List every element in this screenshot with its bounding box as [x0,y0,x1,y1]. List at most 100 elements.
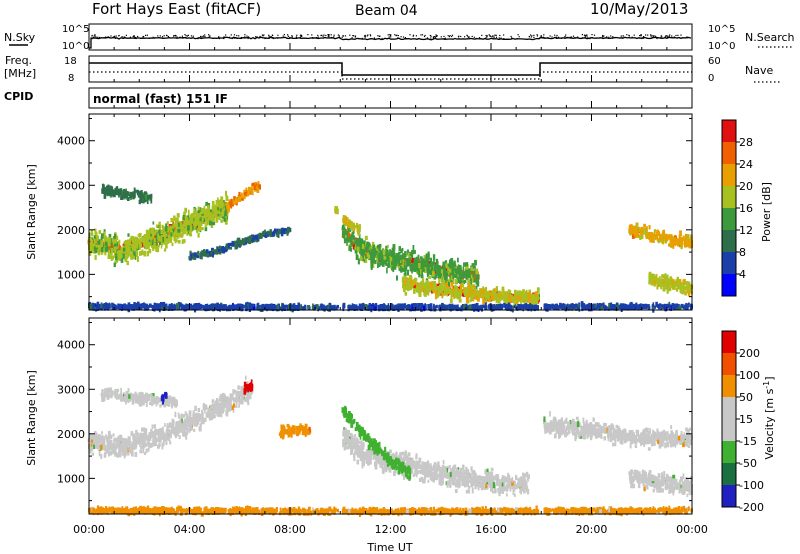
echo-cell [196,252,199,258]
nsearch-point [364,36,366,38]
echo-cell [130,194,132,199]
echo-cell [680,239,683,243]
nsearch-point [283,34,285,36]
echo-cell [387,244,389,248]
echo-cell [420,265,423,270]
nsearch-point [481,34,483,36]
echo-cell [358,244,361,249]
echo-cell [427,254,430,260]
echo-cell [523,293,526,298]
echo-cell [132,242,135,248]
echo-cell [414,263,417,269]
echo-cell [432,261,435,266]
echo-cell [654,278,657,284]
echo-cell [205,201,208,207]
echo-cell [116,242,118,247]
echo-cell [263,230,266,236]
echo-cell [198,225,202,232]
echo-cell [687,281,691,285]
echo-cell [438,278,440,284]
nsearch-point [277,34,279,36]
nsearch-point [423,35,426,38]
nsearch-point [549,35,551,37]
echo-cell [406,261,409,267]
echo-cell [209,209,212,213]
echo-cell [225,205,227,210]
echo-cell [224,210,227,217]
echo-cell [496,304,498,308]
echo-cell [156,246,160,253]
echo-cell [393,263,396,268]
echo-cell [91,233,94,237]
echo-cell [354,240,357,245]
nsearch-point [187,34,189,36]
nsearch-point [660,35,662,37]
nsearch-point [300,34,303,36]
nsearch-point [624,36,626,38]
echo-cell [687,286,690,291]
nsearch-point [322,37,324,39]
echo-cell [222,248,225,254]
echo-cell [471,294,474,301]
echo-cell [345,234,348,240]
echo-cell [397,304,401,308]
echo-cell [195,229,199,233]
echo-cell [500,295,503,301]
echo-cell [478,291,482,296]
echo-cell [166,226,170,233]
echo-cell [425,256,429,262]
echo-cell [102,187,106,193]
nsearch-point [244,34,246,36]
echo-cell [139,238,142,245]
echo-cell [410,259,412,266]
nsearch-point [328,34,330,36]
echo-cell [128,240,131,245]
echo-cell [404,251,407,258]
nsearch-point [531,35,533,37]
echo-cell [591,305,594,311]
echo-cell [130,247,132,252]
nsearch-point [543,37,545,39]
nsearch-point [491,36,493,38]
nsearch-point [466,35,469,37]
nsearch-point [235,37,237,39]
echo-cell [505,295,509,300]
echo-cell [418,262,421,268]
echo-cell [449,272,451,278]
echo-cell [662,234,666,240]
power-echo-band-2 [226,181,261,213]
nsearch-point [434,36,436,38]
nsearch-point [584,36,586,38]
nsearch-point [556,36,558,38]
nsearch-point [159,35,161,37]
echo-cell [522,293,524,299]
echo-cell [93,240,96,246]
nsearch-point [541,37,543,39]
echo-cell [163,248,167,252]
echo-cell [352,229,355,234]
echo-cell [407,252,410,257]
echo-cell [180,304,183,310]
echo-cell [120,248,123,253]
echo-cell [449,298,453,303]
nsearch-point [229,36,231,38]
nsearch-point [218,36,220,39]
echo-cell [111,244,113,250]
nsearch-point [539,37,541,39]
echo-cell [445,262,448,268]
echo-cell [186,231,189,236]
echo-cell [185,222,188,226]
echo-cell [690,283,692,288]
echo-cell [465,297,469,303]
echo-cell [118,254,121,261]
nsearch-point [643,37,645,39]
echo-cell [486,294,490,300]
echo-cell [94,228,97,235]
echo-cell [358,226,361,230]
echo-cell [451,262,455,269]
nsearch-point [342,35,345,37]
nsearch-point [312,37,314,39]
echo-cell [122,253,125,259]
nsearch-point [409,34,411,36]
echo-cell [183,229,186,235]
